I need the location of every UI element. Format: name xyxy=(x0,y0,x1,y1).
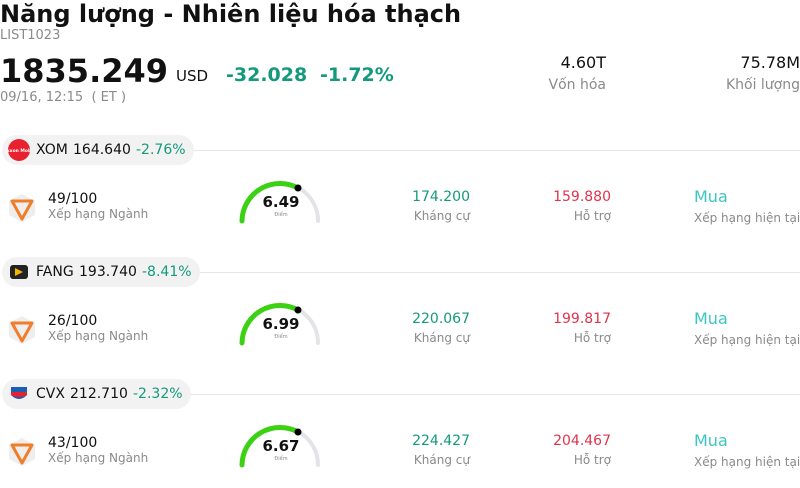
resistance: 220.067 xyxy=(412,311,470,327)
rank: 26/100 xyxy=(48,313,98,329)
rank-label: Xếp hạng Ngành xyxy=(48,207,149,221)
stock-price: 164.640 xyxy=(73,142,131,158)
change-pct: -1.72% xyxy=(320,64,394,86)
stat-label: Khối lượng xyxy=(725,77,800,93)
stock-price: 193.740 xyxy=(79,264,137,280)
score: 6.99 xyxy=(262,315,300,333)
price: 1835.249 xyxy=(0,52,169,90)
score-label: Điểm xyxy=(274,334,288,340)
score-gauge xyxy=(239,180,320,224)
stock-change: -2.32% xyxy=(133,386,183,402)
resistance-label: Kháng cự xyxy=(413,331,470,345)
stock-price: 212.710 xyxy=(70,386,128,402)
list-code: LIST1023 xyxy=(0,28,61,43)
logo-text: Exxon Mobil xyxy=(8,148,30,154)
support-label: Hỗ trợ xyxy=(573,209,611,223)
rating: Mua xyxy=(694,187,728,206)
support: 204.467 xyxy=(553,433,611,449)
score: 6.67 xyxy=(262,437,300,455)
stock-change: -2.76% xyxy=(136,142,186,158)
resistance-label: Kháng cự xyxy=(413,209,470,223)
rank-icon xyxy=(9,438,35,466)
stock-pill[interactable]: CVX 212.710 -2.32% xyxy=(2,379,191,409)
stat-label: Vốn hóa xyxy=(548,77,606,93)
rating-label: Xếp hạng hiện tại xyxy=(694,333,800,347)
score: 6.49 xyxy=(262,193,300,211)
stat-value: 75.78M xyxy=(740,53,800,72)
score-gauge xyxy=(239,302,320,346)
stock-pill[interactable]: FANG 193.740 -8.41% xyxy=(2,257,200,287)
title: Năng lượng - Nhiên liệu hóa thạch xyxy=(0,0,462,28)
rank: 43/100 xyxy=(48,435,98,451)
rating: Mua xyxy=(694,309,728,328)
resistance: 174.200 xyxy=(412,189,470,205)
symbol: FANG xyxy=(36,264,74,280)
rank: 49/100 xyxy=(48,191,98,207)
stat-value: 4.60T xyxy=(560,53,606,72)
logo xyxy=(11,387,27,399)
score-label: Điểm xyxy=(274,212,288,218)
rank-icon xyxy=(9,194,35,222)
rating-label: Xếp hạng hiện tại xyxy=(694,211,800,225)
symbol: CVX xyxy=(36,386,65,402)
support-label: Hỗ trợ xyxy=(573,453,611,467)
rank-label: Xếp hạng Ngành xyxy=(48,451,149,465)
support-label: Hỗ trợ xyxy=(573,331,611,345)
rank-label: Xếp hạng Ngành xyxy=(48,329,149,343)
resistance-label: Kháng cự xyxy=(413,453,470,467)
support: 199.817 xyxy=(553,311,611,327)
support: 159.880 xyxy=(553,189,611,205)
divider xyxy=(194,150,800,151)
score-gauge xyxy=(239,424,320,468)
score-label: Điểm xyxy=(274,456,288,462)
stock-change: -8.41% xyxy=(142,264,192,280)
logo: Exxon Mobil xyxy=(8,139,30,161)
rank-icon xyxy=(9,316,35,344)
timestamp: 09/16, 12:15 ( ET ) xyxy=(0,90,127,105)
currency: USD xyxy=(176,67,209,85)
change: -32.028 xyxy=(226,64,308,86)
stock-pill[interactable]: Exxon Mobil XOM 164.640 -2.76% xyxy=(2,135,194,165)
logo xyxy=(10,265,28,279)
divider xyxy=(191,394,800,395)
symbol: XOM xyxy=(36,142,68,158)
rating: Mua xyxy=(694,431,728,450)
divider xyxy=(200,272,800,273)
resistance: 224.427 xyxy=(412,433,470,449)
rating-label: Xếp hạng hiện tại xyxy=(694,455,800,469)
